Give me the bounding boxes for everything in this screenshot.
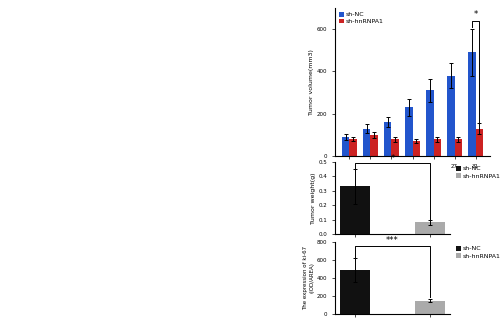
- Bar: [468, 52, 475, 156]
- Y-axis label: Tumor weight(g): Tumor weight(g): [311, 172, 316, 224]
- Bar: [370, 135, 378, 156]
- Text: ***: ***: [386, 236, 399, 245]
- Y-axis label: Tumor volume(mm3): Tumor volume(mm3): [309, 49, 314, 115]
- Bar: [476, 128, 483, 156]
- Bar: [434, 139, 441, 156]
- Bar: [426, 91, 434, 156]
- Bar: [340, 187, 370, 234]
- Y-axis label: The expression of ki-67
(IOD/AREA): The expression of ki-67 (IOD/AREA): [304, 246, 314, 310]
- Legend: sh-NC, sh-hnRNPA1: sh-NC, sh-hnRNPA1: [338, 11, 384, 25]
- Bar: [415, 222, 445, 234]
- Legend: sh-NC, sh-hnRNPA1: sh-NC, sh-hnRNPA1: [456, 165, 500, 179]
- Bar: [392, 139, 399, 156]
- Bar: [405, 107, 412, 156]
- X-axis label: (days): (days): [402, 170, 422, 175]
- Bar: [363, 128, 370, 156]
- Bar: [342, 137, 349, 156]
- Text: *: *: [390, 154, 394, 163]
- Bar: [412, 141, 420, 156]
- Bar: [454, 139, 462, 156]
- Legend: sh-NC, sh-hnRNPA1: sh-NC, sh-hnRNPA1: [456, 245, 500, 259]
- Bar: [447, 76, 454, 156]
- Bar: [350, 139, 357, 156]
- Bar: [415, 300, 445, 314]
- Bar: [340, 270, 370, 314]
- Bar: [384, 122, 392, 156]
- Text: *: *: [474, 10, 478, 19]
